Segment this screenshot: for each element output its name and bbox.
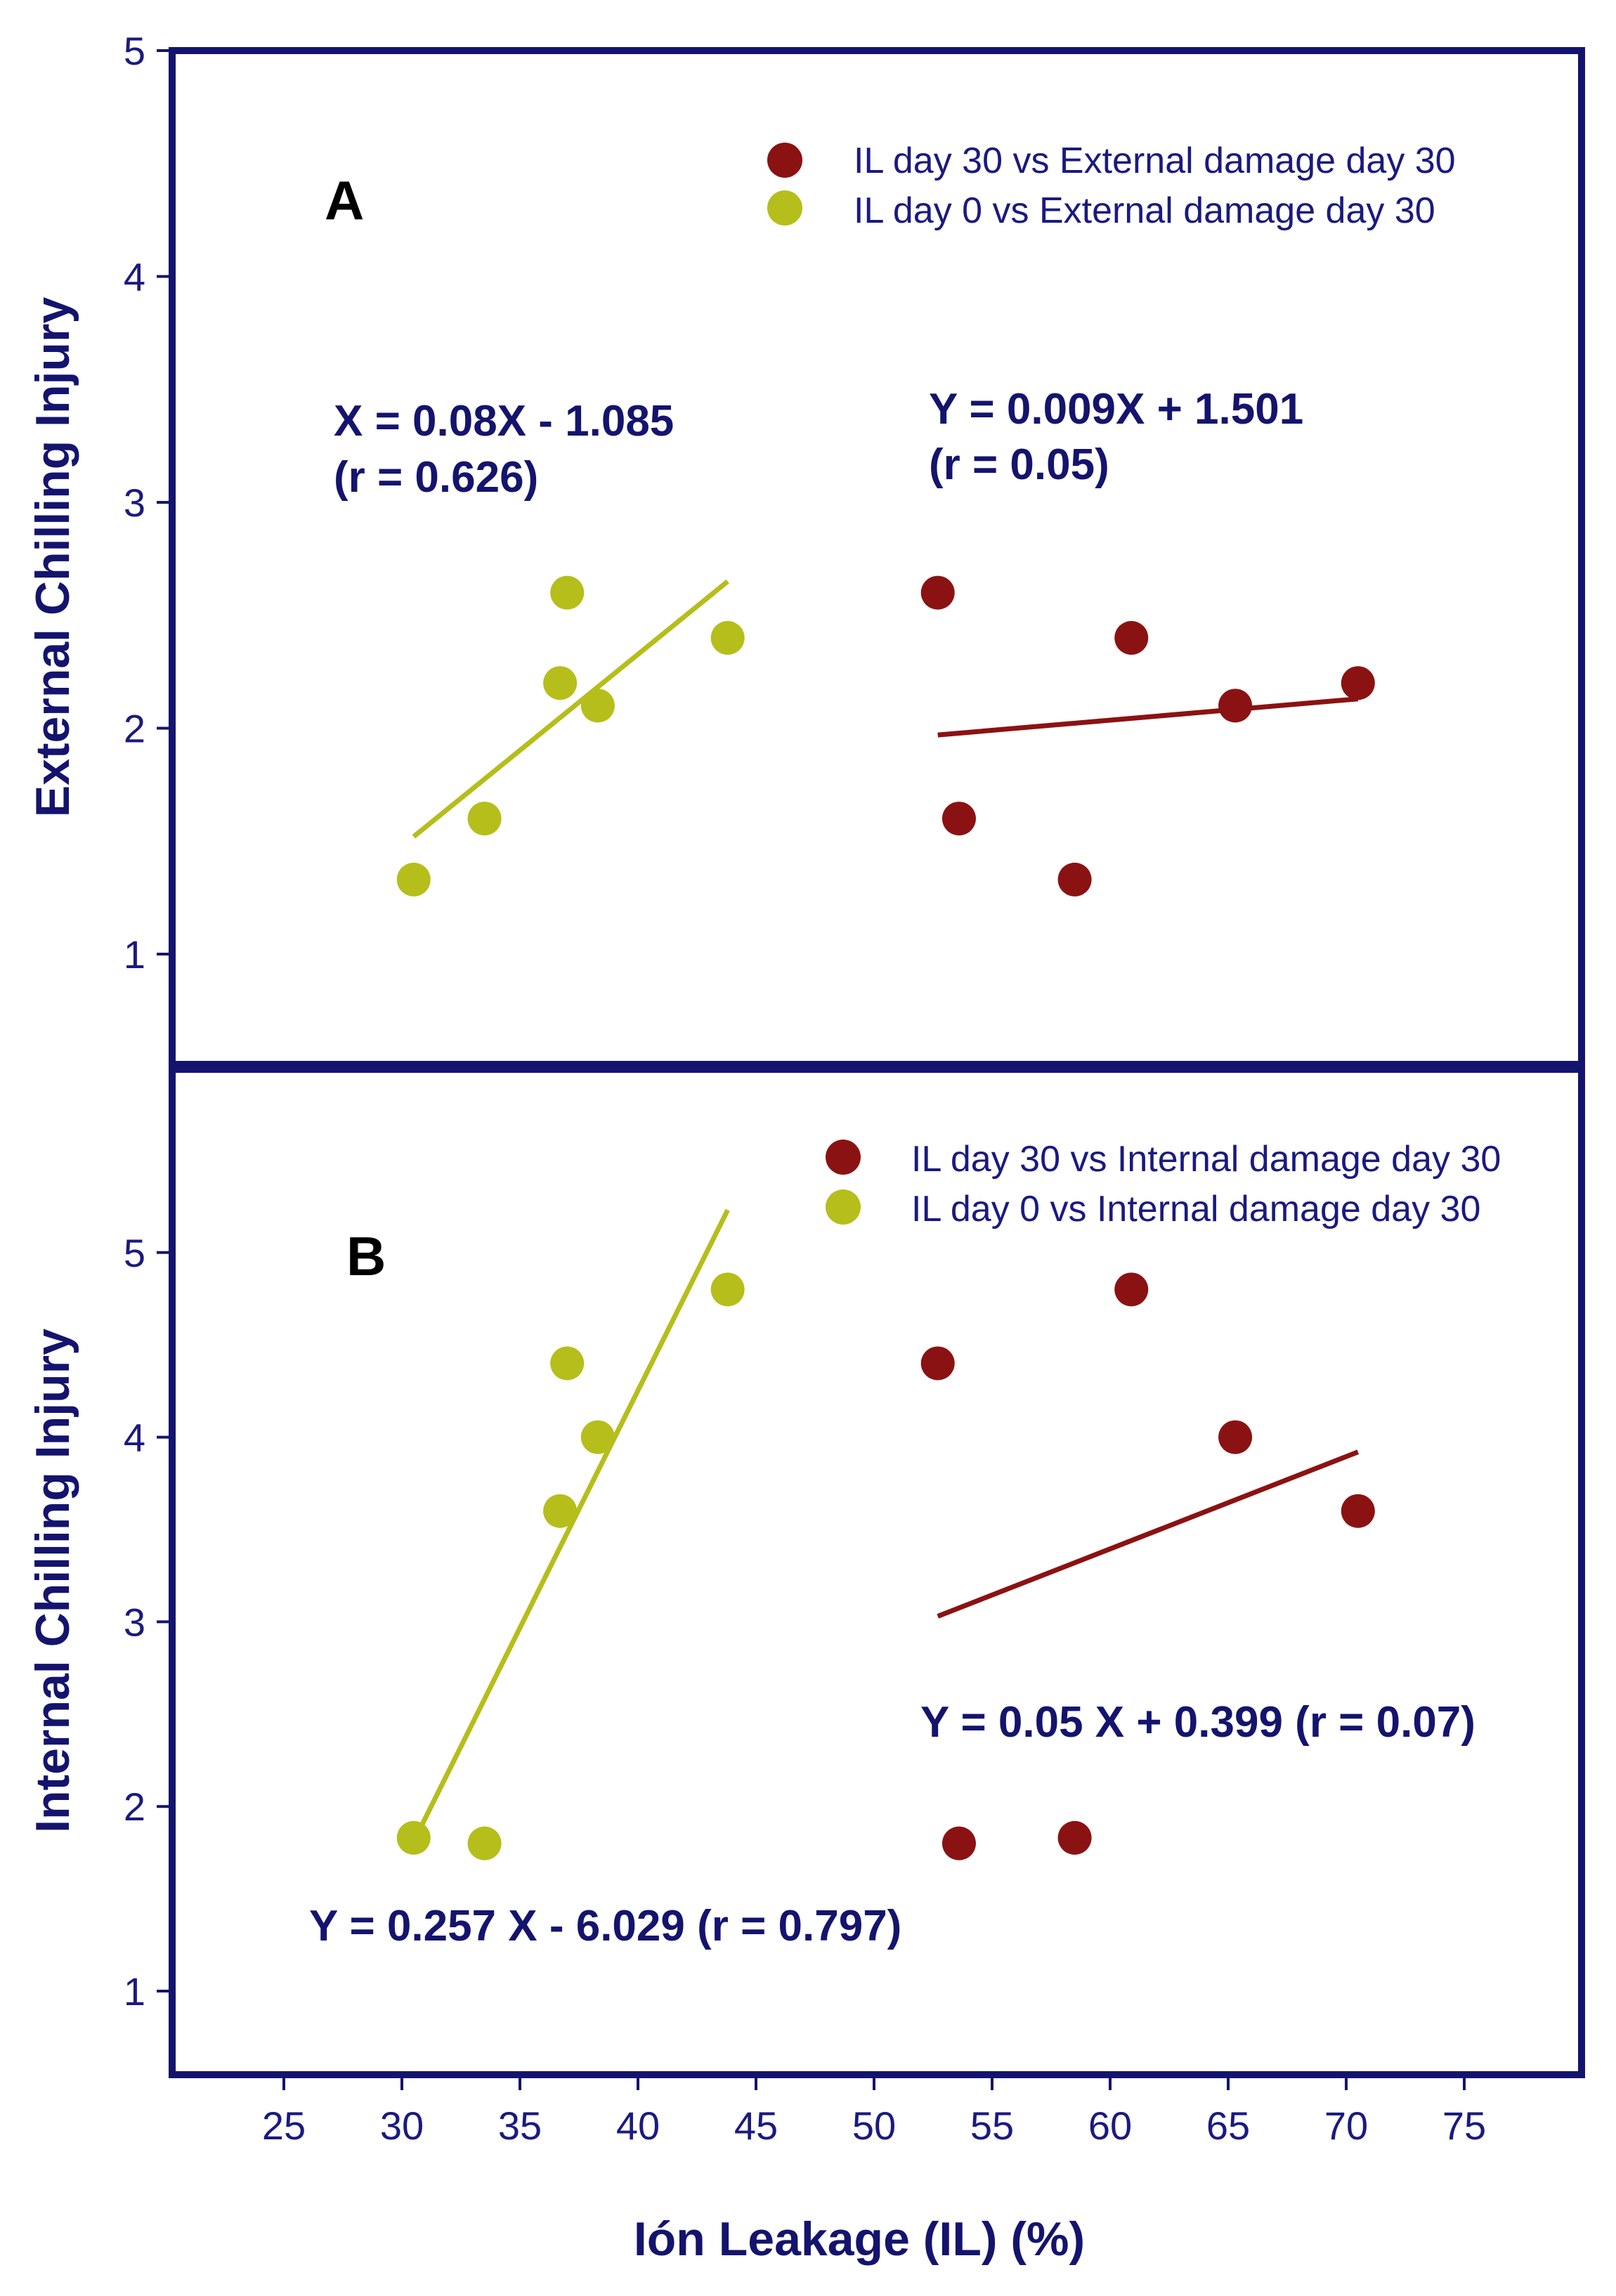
panel-b-legend-marker-red [826,1140,861,1175]
panel-a-y-tick-label: 5 [124,29,145,73]
panel-b-point-red [1057,1820,1092,1855]
panel-a-y-tick-label: 1 [124,932,145,977]
panel-a-y-tick-label: 3 [124,481,145,525]
x-tick-label: 60 [1088,2103,1132,2148]
panel-a-point-green [467,802,502,836]
x-tick-label: 25 [262,2103,306,2148]
panel-b-green-equation: Y = 0.257 X - 6.029 (r = 0.797) [309,1902,901,1950]
panel-a-legend-label-green: IL day 0 vs External damage day 30 [854,190,1435,231]
panel-a-legend-marker-green [767,190,802,226]
panel-a-legend-label-red: IL day 30 vs External damage day 30 [854,141,1456,181]
panel-b-fit-line-green [411,1208,730,1843]
x-tick-label: 65 [1206,2103,1250,2148]
panel-b-red-equation: Y = 0.05 X + 0.399 (r = 0.07) [920,1698,1475,1747]
x-tick-label: 40 [616,2103,660,2148]
panel-a-legend-marker-red [767,143,802,178]
panel-a-green-r: (r = 0.626) [334,453,538,502]
panel-a-point-red [1218,689,1253,723]
x-tick-label: 45 [734,2103,778,2148]
panel-b-y-tick-label: 1 [124,1969,145,2014]
marks-layer [396,575,1375,1860]
panel-b-point-red [1341,1494,1375,1528]
x-tick-label: 30 [380,2103,424,2148]
x-tick-label: 70 [1324,2103,1368,2148]
panel-a-y-tick-label: 4 [124,255,145,299]
panel-b-point-red [1218,1420,1253,1454]
panel-a-y-tick-label: 2 [124,707,145,751]
panel-a-red-equation: Y = 0.009X + 1.501 [929,385,1303,433]
panel-b-y-axis-title: Internal Chilling Injury [26,1329,79,1833]
panel-a-letter: A [325,169,364,231]
panel-b-point-red [1114,1272,1149,1307]
panel-a-fit-line-red [937,696,1359,738]
panel-b-legend-label-green: IL day 0 vs Internal damage day 30 [911,1189,1480,1229]
x-tick-label: 35 [498,2103,542,2148]
panel-b-y-tick-label: 2 [124,1785,145,1829]
panel-b-point-green [710,1272,745,1307]
panel-b-legend-label-red: IL day 30 vs Internal damage day 30 [911,1139,1501,1180]
panel-a-frame [169,47,1585,1068]
panel-a-red-r: (r = 0.05) [929,441,1109,489]
panel-b-point-red [920,1346,955,1381]
x-tick-label: 75 [1442,2103,1486,2148]
x-axis-title: Ión Leakage (IL) (%) [634,2212,1085,2266]
panel-b-point-green [580,1420,615,1454]
panel-a-point-red [1114,620,1149,655]
panel-a-point-red [920,575,955,610]
panel-a-y-axis-title: External Chilling Injury [26,297,79,818]
panel-a-fit-line-green [412,579,729,839]
panel-b-point-green [396,1820,431,1855]
panel-a-point-red [1057,862,1092,896]
panel-b-point-green [543,1494,578,1528]
panel-b-point-red [941,1826,976,1860]
panel-a-point-green [543,666,578,700]
panel-b-legend-marker-green [826,1189,861,1225]
x-tick-label: 50 [852,2103,896,2148]
panel-b-y-tick-label: 5 [124,1231,145,1275]
panel-a-point-red [1341,666,1375,700]
panel-a-point-green [580,689,615,723]
panel-b-point-green [550,1346,585,1381]
x-tick-label: 55 [970,2103,1014,2148]
panel-b-y-tick-label: 4 [124,1416,145,1460]
panel-a-point-green [710,620,745,655]
panel-a-point-red [941,802,976,836]
panel-a-point-green [550,575,585,610]
panel-b-y-tick-label: 3 [124,1600,145,1644]
panel-b-letter: B [346,1225,386,1287]
panel-a-green-equation: X = 0.08X - 1.085 [334,397,674,445]
panel-b-fit-line-red [937,1449,1360,1619]
panel-b-point-green [467,1826,502,1860]
panel-a-point-green [396,862,431,896]
panel-b-frame [169,1066,1585,2078]
